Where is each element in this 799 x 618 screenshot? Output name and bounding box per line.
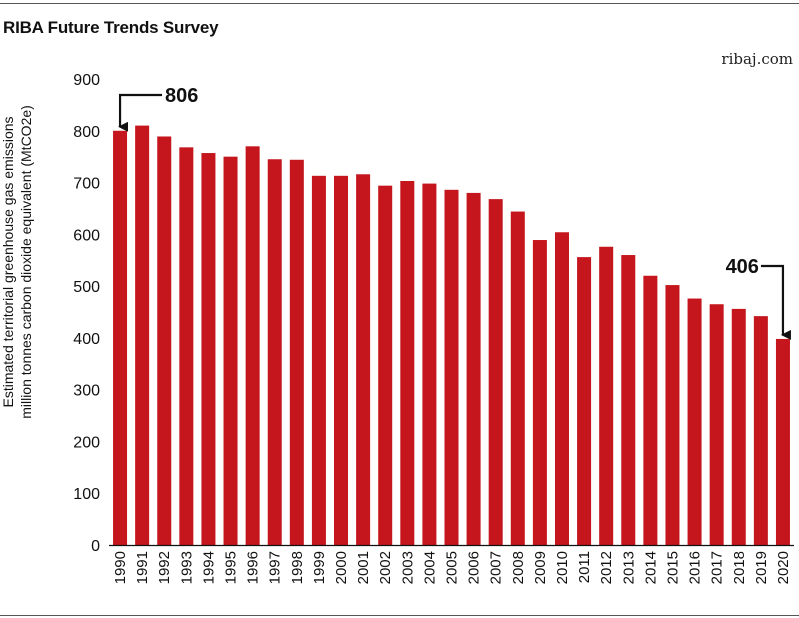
y-tick-label: 300 xyxy=(73,383,100,400)
bar-2011 xyxy=(577,257,592,545)
x-tick-label: 1999 xyxy=(311,551,328,584)
x-tick-label: 2004 xyxy=(421,551,438,584)
y-axis-label-line: million tonnes carbon dioxide equivalent… xyxy=(18,105,34,419)
bar-1990 xyxy=(113,130,128,545)
bar-2009 xyxy=(532,240,547,546)
y-tick-label: 0 xyxy=(91,538,100,555)
x-tick-label: 2002 xyxy=(377,551,394,584)
bar-2008 xyxy=(510,211,525,545)
x-tick-label: 1996 xyxy=(245,551,262,584)
bar-1993 xyxy=(179,147,194,545)
x-tick-label: 2010 xyxy=(554,551,571,584)
x-tick-label: 2003 xyxy=(399,551,416,584)
x-tick-label: 2006 xyxy=(466,551,483,584)
y-tick-label: 400 xyxy=(73,331,100,348)
x-tick-label: 1997 xyxy=(267,551,284,584)
callout-label: 406 xyxy=(726,256,759,278)
bar-2020 xyxy=(775,338,790,545)
y-axis-ticks: 0 100 200 300 400 500 600 700 800 900 xyxy=(73,72,100,555)
bar-2004 xyxy=(422,183,437,545)
bar-2013 xyxy=(621,255,636,546)
x-tick-label: 2001 xyxy=(355,551,372,584)
bar-2000 xyxy=(334,175,349,545)
bar-1994 xyxy=(201,153,216,545)
x-tick-label: 1991 xyxy=(134,551,151,584)
y-tick-label: 200 xyxy=(73,434,100,451)
bar-2015 xyxy=(665,285,680,545)
bar-1995 xyxy=(223,156,238,545)
callout-arrow xyxy=(760,264,791,340)
bar-2017 xyxy=(709,304,724,545)
bar-2014 xyxy=(643,275,658,545)
x-tick-label: 2019 xyxy=(753,551,770,584)
top-rule xyxy=(0,3,799,4)
x-tick-label: 2020 xyxy=(775,551,792,584)
y-tick-label: 700 xyxy=(73,176,100,193)
bottom-rule xyxy=(0,615,799,616)
x-tick-label: 2011 xyxy=(576,551,593,583)
bar-2001 xyxy=(356,174,371,545)
x-tick-label: 1998 xyxy=(289,551,306,584)
bar-2019 xyxy=(753,316,768,545)
bar-1992 xyxy=(157,136,172,545)
x-tick-label: 2007 xyxy=(488,551,505,584)
x-tick-label: 2005 xyxy=(444,551,461,584)
x-tick-label: 1992 xyxy=(156,551,173,584)
x-axis-ticks: 1990 1991 1992 1993 1994 1995 1996 1997 1998 1999… xyxy=(112,551,792,584)
x-tick-label: 2013 xyxy=(620,551,637,584)
bar-2018 xyxy=(731,308,746,545)
callout-label: 806 xyxy=(165,85,198,107)
x-tick-label: 1995 xyxy=(223,551,240,584)
y-tick-label: 900 xyxy=(73,72,100,89)
bar-2012 xyxy=(599,246,614,545)
callout-arrow xyxy=(118,93,163,132)
bar-1998 xyxy=(289,159,304,546)
x-tick-label: 2008 xyxy=(510,551,527,584)
x-tick-label: 2012 xyxy=(598,551,615,584)
bar-2006 xyxy=(466,192,481,545)
y-axis-label: Estimated territorial greenhouse gas emi… xyxy=(0,105,34,419)
y-axis-label-line: Estimated territorial greenhouse gas emi… xyxy=(0,116,16,407)
x-tick-label: 1993 xyxy=(178,551,195,584)
x-tick-label: 2016 xyxy=(687,551,704,584)
y-tick-label: 800 xyxy=(73,124,100,141)
bar-1999 xyxy=(311,175,326,545)
source-credit: ribaj.com xyxy=(721,50,793,68)
bar-1997 xyxy=(267,159,282,545)
bars xyxy=(113,125,790,546)
x-tick-label: 2015 xyxy=(664,551,681,584)
x-tick-label: 2014 xyxy=(642,551,659,584)
y-tick-label: 100 xyxy=(73,486,100,503)
bar-2007 xyxy=(488,199,503,545)
bar-2002 xyxy=(378,185,393,545)
bar-2005 xyxy=(444,189,459,545)
bar-2016 xyxy=(687,298,702,545)
x-tick-label: 2017 xyxy=(709,551,726,584)
bar-2003 xyxy=(400,181,415,545)
x-tick-label: 2018 xyxy=(731,551,748,584)
x-tick-label: 1990 xyxy=(112,551,129,584)
x-tick-label: 2000 xyxy=(333,551,350,584)
y-tick-label: 600 xyxy=(73,227,100,244)
callouts: 806 406 xyxy=(118,85,791,340)
bar-2010 xyxy=(554,232,569,546)
x-tick-label: 2009 xyxy=(532,551,549,584)
bar-1991 xyxy=(135,125,150,545)
bar-1996 xyxy=(245,146,260,546)
chart-title: RIBA Future Trends Survey xyxy=(3,18,219,37)
x-tick-label: 1994 xyxy=(200,551,217,584)
y-tick-label: 500 xyxy=(73,279,100,296)
